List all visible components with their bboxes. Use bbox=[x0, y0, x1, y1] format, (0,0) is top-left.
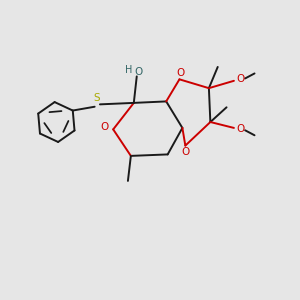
Text: O: O bbox=[236, 124, 244, 134]
Text: H: H bbox=[125, 65, 132, 75]
Text: O: O bbox=[134, 67, 142, 77]
Text: O: O bbox=[176, 68, 184, 78]
Text: S: S bbox=[93, 94, 100, 103]
Text: O: O bbox=[236, 74, 244, 84]
Text: O: O bbox=[182, 147, 190, 157]
Text: O: O bbox=[100, 122, 109, 132]
